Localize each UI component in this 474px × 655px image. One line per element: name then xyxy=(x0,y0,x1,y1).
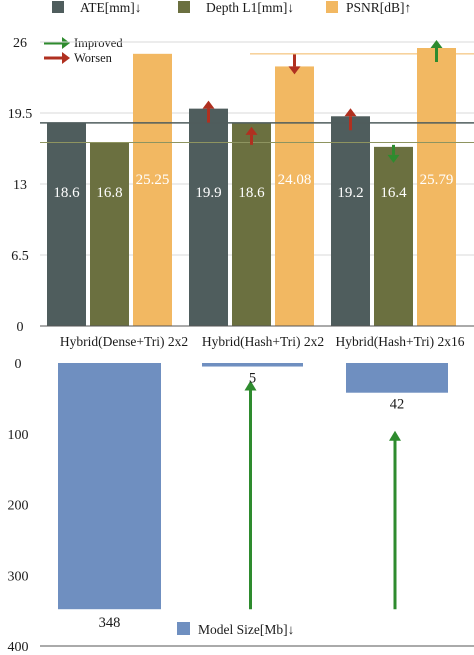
category-labels: Hybrid(Dense+Tri) 2x2 Hybrid(Hash+Tri) 2x… xyxy=(60,334,465,349)
bar-ate-0 xyxy=(47,122,86,326)
arrow-legend: Improved Worsen xyxy=(44,36,123,65)
improved-arrow-icon xyxy=(389,430,401,610)
bottom-value-labels: 348 5 42 xyxy=(99,371,405,632)
legend-swatch-psnr xyxy=(326,1,338,13)
bar-psnr-1 xyxy=(275,66,314,326)
top-y-tick-label: 6.5 xyxy=(11,249,29,264)
worsen-arrow-icon xyxy=(202,100,215,123)
size-bar-2 xyxy=(346,363,448,393)
bar-value-label: 19.9 xyxy=(195,185,221,201)
bar-depth-1 xyxy=(232,122,271,326)
top-y-axis-ticks: 0 6.5 13 19.5 26 xyxy=(8,36,33,335)
size-improved-arrows xyxy=(244,380,401,610)
top-y-tick-label: 13 xyxy=(13,178,27,193)
category-label: Hybrid(Dense+Tri) 2x2 xyxy=(60,334,188,349)
bar-value-label: 16.8 xyxy=(96,185,122,201)
bottom-legend: Model Size[Mb]↓ xyxy=(177,622,294,637)
bottom-y-tick-label: 400 xyxy=(8,640,29,655)
improved-arrow-icon xyxy=(44,37,70,49)
bar-depth-0 xyxy=(90,142,129,326)
bar-value-label: 18.6 xyxy=(53,185,80,201)
worsen-arrow-icon xyxy=(44,52,70,64)
size-value-label: 42 xyxy=(390,397,405,413)
bar-value-label: 25.79 xyxy=(420,172,454,188)
bottom-bars xyxy=(58,363,448,610)
legend-swatch-depth xyxy=(178,1,190,13)
improved-arrow-icon xyxy=(244,380,257,610)
size-value-label: 5 xyxy=(249,371,256,387)
legend-label-ate: ATE[mm]↓ xyxy=(80,0,142,15)
worsen-arrow-icon xyxy=(288,54,301,75)
bottom-y-tick-label: 0 xyxy=(15,357,22,372)
bar-ate-2 xyxy=(331,116,370,327)
bar-ate-1 xyxy=(189,108,228,326)
top-bars: 18.6 16.8 25.25 19.9 18.6 24.08 19.2 16.4 25.79 xyxy=(47,48,456,327)
legend-label-depth: Depth L1[mm]↓ xyxy=(206,0,294,15)
bar-depth-2 xyxy=(374,146,413,326)
size-bar-0 xyxy=(58,363,161,610)
arrow-legend-improved: Improved xyxy=(74,36,123,50)
bar-value-label: 24.08 xyxy=(278,172,312,188)
bar-value-label: 19.2 xyxy=(337,185,363,201)
legend-swatch-size xyxy=(177,622,190,635)
improved-arrow-icon xyxy=(430,40,443,62)
legend-label-psnr: PSNR[dB]↑ xyxy=(346,0,411,15)
bar-value-label: 25.25 xyxy=(136,172,170,188)
change-arrows xyxy=(202,40,443,163)
size-value-label: 348 xyxy=(99,615,121,631)
worsen-arrow-icon xyxy=(245,126,258,145)
bottom-y-tick-label: 200 xyxy=(8,499,29,514)
category-label: Hybrid(Hash+Tri) 2x16 xyxy=(336,334,465,349)
bar-value-label: 16.4 xyxy=(380,185,407,201)
legend-swatch-ate xyxy=(52,1,64,13)
bottom-y-tick-label: 100 xyxy=(8,428,29,443)
bar-value-label: 18.6 xyxy=(238,185,265,201)
legend-label-size: Model Size[Mb]↓ xyxy=(198,622,294,637)
bottom-y-axis-ticks: 0 100 200 300 400 xyxy=(8,357,29,655)
top-y-tick-label: 19.5 xyxy=(8,107,33,122)
arrow-legend-worsen: Worsen xyxy=(74,51,113,65)
bar-psnr-2 xyxy=(417,48,456,326)
size-bar-1 xyxy=(202,363,303,367)
top-y-tick-label: 26 xyxy=(13,36,27,51)
top-legend: ATE[mm]↓ Depth L1[mm]↓ PSNR[dB]↑ xyxy=(52,0,411,15)
improved-arrow-icon xyxy=(387,144,400,163)
bottom-y-tick-label: 300 xyxy=(8,569,29,584)
top-y-tick-label: 0 xyxy=(17,320,24,335)
category-label: Hybrid(Hash+Tri) 2x2 xyxy=(202,334,324,349)
bar-psnr-0 xyxy=(133,53,172,326)
worsen-arrow-icon xyxy=(344,108,357,131)
